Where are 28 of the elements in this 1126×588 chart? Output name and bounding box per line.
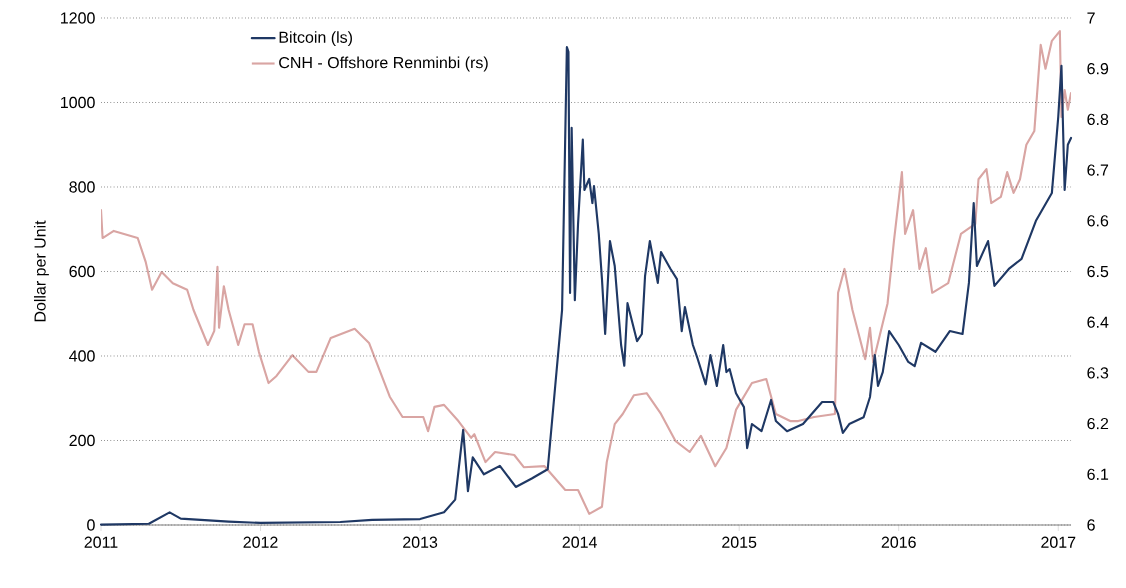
y2-tick-label: 6.6 xyxy=(1087,215,1109,227)
y2-tick-label: 6.1 xyxy=(1087,468,1109,480)
legend-label: Bitcoin (ls) xyxy=(279,31,352,47)
y2-tick-label: 7 xyxy=(1087,12,1095,24)
y-tick-label: 400 xyxy=(69,350,95,362)
y-tick-label: 200 xyxy=(69,434,95,447)
y-tick-label: 0 xyxy=(87,519,95,531)
x-tick-label: 2017 xyxy=(1041,536,1076,548)
y2-tick-label: 6.3 xyxy=(1087,367,1109,379)
y-tick-label: 800 xyxy=(69,181,95,193)
x-tick-label: 2012 xyxy=(243,536,278,548)
y-tick-label: 1000 xyxy=(61,96,95,109)
y2-tick-label: 6.2 xyxy=(1087,417,1109,430)
y-axis-title: Dollar per Unit xyxy=(33,220,49,322)
x-tick-label: 2014 xyxy=(562,536,597,548)
y2-tick-label: 6.7 xyxy=(1087,164,1109,176)
x-tick-label: 2013 xyxy=(403,536,438,548)
x-tick-label: 2015 xyxy=(722,536,757,548)
y-tick-label: 1200 xyxy=(61,12,95,24)
x-tick-label: 2011 xyxy=(84,536,118,548)
y2-tick-label: 6.8 xyxy=(1087,113,1109,126)
y2-tick-label: 6.4 xyxy=(1087,316,1109,328)
legend-label: CNH - Offshore Renminbi (rs) xyxy=(279,56,488,72)
y2-tick-label: 6.9 xyxy=(1087,63,1109,75)
x-tick-label: 2016 xyxy=(881,536,916,548)
y2-tick-label: 6.5 xyxy=(1087,265,1109,278)
y2-tick-label: 6 xyxy=(1087,519,1095,531)
y-tick-label: 600 xyxy=(69,265,95,278)
